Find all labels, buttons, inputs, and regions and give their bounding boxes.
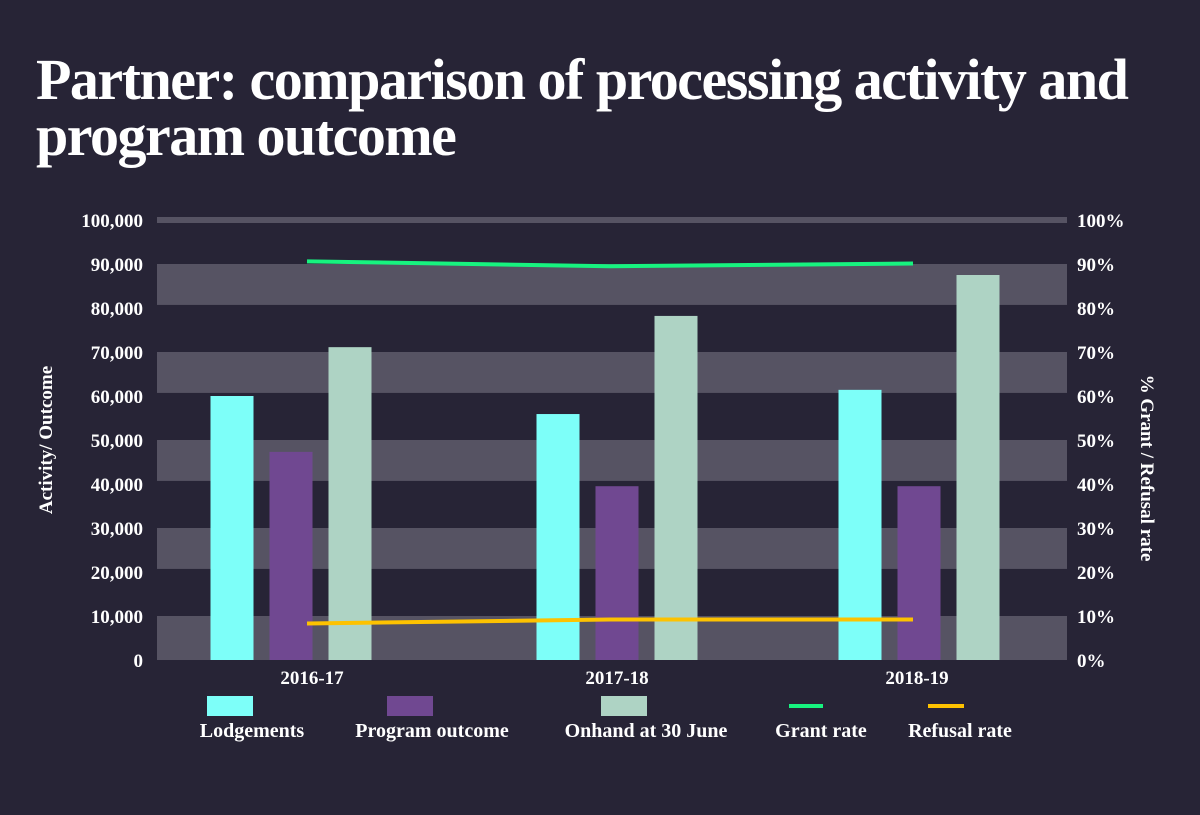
legend-swatch — [207, 696, 253, 716]
y-tick-label: 100,000 — [81, 211, 143, 232]
lines — [306, 259, 914, 626]
bar-lodgements — [210, 396, 254, 660]
y2-tick-label: 100% — [1077, 211, 1125, 232]
legend-label: Onhand at 30 June — [565, 720, 728, 742]
y-tick-label: 40,000 — [91, 475, 143, 496]
x-tick-label: 2018-19 — [885, 668, 948, 689]
grid-band — [157, 264, 1067, 305]
y2-tick-label: 30% — [1077, 519, 1115, 540]
x-axis-ticks: 2016-17 2017-18 2018-19 — [280, 668, 948, 689]
grid-band-top — [157, 217, 1067, 223]
y-tick-label: 80,000 — [91, 299, 143, 320]
y2-tick-label: 40% — [1077, 475, 1115, 496]
bars — [210, 275, 1000, 660]
line-grant-rate — [306, 259, 914, 269]
legend-item: Refusal rate — [908, 704, 1012, 742]
y-tick-label: 30,000 — [91, 519, 143, 540]
legend-label: Refusal rate — [908, 720, 1012, 742]
y-tick-label: 90,000 — [91, 255, 143, 276]
y-tick-label: 20,000 — [91, 563, 143, 584]
y-axis-ticks: 0 10,000 20,000 30,000 40,000 50,000 60,000 70,… — [81, 211, 143, 672]
x-tick-label: 2017-18 — [585, 668, 648, 689]
bar-lodgements — [838, 389, 882, 660]
y2-axis-label: % Grant / Refusal rate — [1136, 375, 1157, 562]
legend-swatch — [387, 696, 433, 716]
bar-program-outcome — [595, 486, 639, 660]
grid-band — [157, 352, 1067, 393]
y2-tick-label: 20% — [1077, 563, 1115, 584]
bar-lodgements — [536, 414, 580, 660]
legend-label: Lodgements — [200, 720, 305, 742]
y-tick-label: 50,000 — [91, 431, 143, 452]
y2-tick-label: 60% — [1077, 387, 1115, 408]
y2-tick-label: 10% — [1077, 607, 1115, 628]
y-axis-label: Activity/ Outcome — [36, 366, 57, 514]
y2-tick-label: 90% — [1077, 255, 1115, 276]
y2-tick-label: 80% — [1077, 299, 1115, 320]
legend-item: Grant rate — [775, 704, 867, 742]
legend-item: Program outcome — [355, 696, 509, 742]
legend-swatch — [928, 704, 964, 708]
y-tick-label: 70,000 — [91, 343, 143, 364]
y2-tick-label: 50% — [1077, 431, 1115, 452]
legend-label: Program outcome — [355, 720, 509, 742]
bar-onhand-at-30-june — [956, 275, 1000, 660]
y-tick-label: 10,000 — [91, 607, 143, 628]
y2-tick-label: 0% — [1077, 651, 1106, 672]
legend-swatch — [601, 696, 647, 716]
y-tick-label: 0 — [134, 651, 144, 672]
legend-item: Lodgements — [200, 696, 305, 742]
y-tick-label: 60,000 — [91, 387, 143, 408]
y2-tick-label: 70% — [1077, 343, 1115, 364]
y2-axis-ticks: 0% 10% 20% 30% 40% 50% 60% 70% 80% 90% 100% — [1077, 211, 1125, 672]
bar-onhand-at-30-june — [654, 315, 698, 660]
legend-item: Onhand at 30 June — [565, 696, 728, 742]
bar-program-outcome — [269, 451, 313, 660]
x-tick-label: 2016-17 — [280, 668, 344, 689]
legend-swatch — [789, 704, 823, 708]
legend-label: Grant rate — [775, 720, 867, 742]
bar-onhand-at-30-june — [328, 347, 372, 660]
line-refusal-rate — [306, 617, 913, 626]
chart-title: Partner: comparison of processing activi… — [36, 47, 1129, 168]
bar-program-outcome — [897, 486, 941, 660]
legend: Lodgements Program outcome Onhand at 30 Ju… — [200, 696, 1012, 742]
